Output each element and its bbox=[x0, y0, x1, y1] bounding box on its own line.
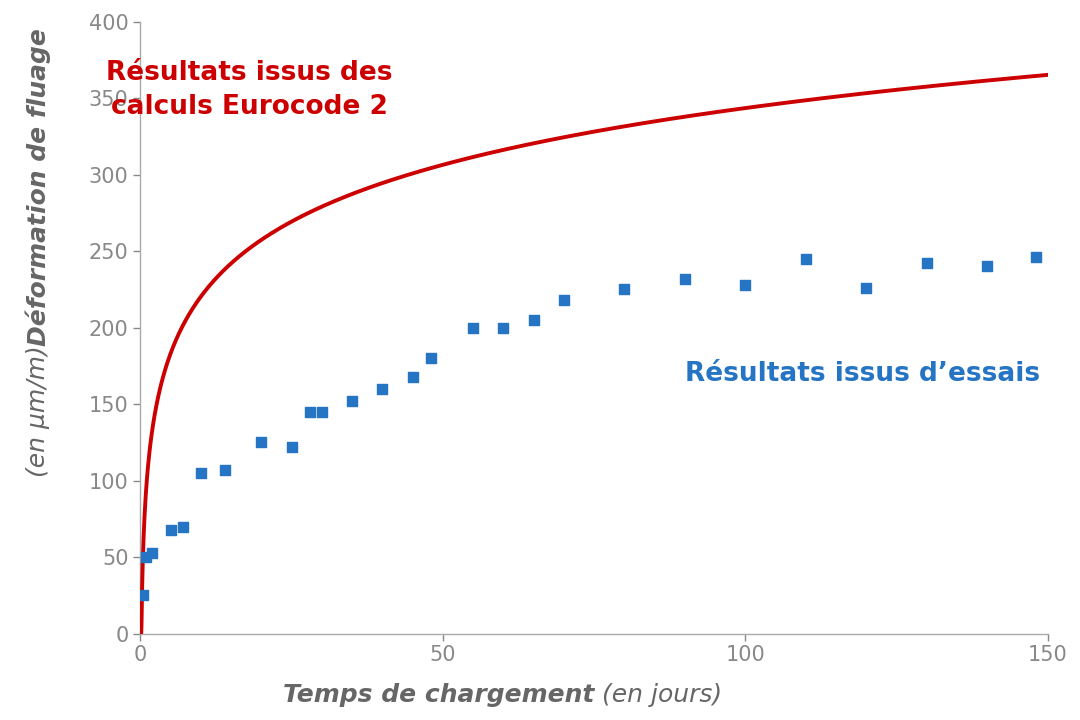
Point bbox=[253, 436, 270, 448]
Point bbox=[525, 314, 542, 325]
Point bbox=[495, 322, 512, 333]
Point bbox=[404, 371, 421, 382]
Point bbox=[162, 524, 179, 536]
Point bbox=[343, 395, 361, 407]
Point bbox=[616, 284, 633, 295]
Point bbox=[1027, 251, 1044, 263]
Point bbox=[978, 261, 996, 272]
Point bbox=[918, 258, 935, 269]
Text: Résultats issus d’essais: Résultats issus d’essais bbox=[685, 361, 1040, 387]
Point bbox=[737, 279, 754, 290]
Point bbox=[138, 552, 156, 563]
Point bbox=[301, 406, 319, 418]
Point bbox=[858, 282, 875, 294]
Point bbox=[374, 383, 391, 395]
Point bbox=[797, 253, 814, 264]
Point bbox=[144, 546, 161, 558]
Point bbox=[283, 441, 300, 453]
Text: Temps de chargement: Temps de chargement bbox=[283, 683, 594, 707]
Point bbox=[422, 353, 440, 364]
Point bbox=[313, 406, 330, 418]
Point bbox=[555, 294, 572, 306]
Point bbox=[464, 322, 482, 333]
Point bbox=[676, 273, 693, 284]
Point bbox=[174, 521, 191, 532]
Point bbox=[216, 464, 233, 476]
Text: Déformation de fluage: Déformation de fluage bbox=[25, 28, 51, 346]
Point bbox=[192, 467, 210, 479]
Text: (en jours): (en jours) bbox=[594, 683, 723, 707]
Point bbox=[135, 590, 152, 601]
Text: (en μm/m): (en μm/m) bbox=[26, 346, 50, 485]
Text: Résultats issus des
calculs Eurocode 2: Résultats issus des calculs Eurocode 2 bbox=[106, 60, 392, 120]
